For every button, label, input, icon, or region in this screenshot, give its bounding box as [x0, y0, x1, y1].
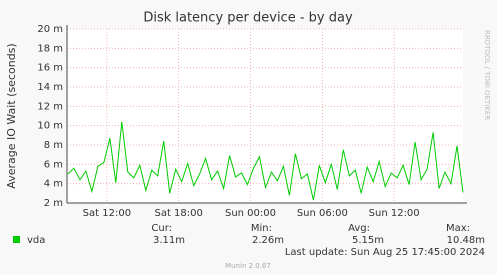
y-tick-label: 10 m — [37, 121, 63, 132]
y-axis-label: Average IO Wait (seconds) — [5, 43, 18, 188]
y-tick-label: 14 m — [37, 82, 63, 93]
legend-value: 3.11m — [153, 235, 185, 246]
y-tick-label: 20 m — [37, 24, 63, 35]
legend-label: vda — [27, 235, 45, 246]
chart-title: Disk latency per device - by day — [143, 11, 353, 26]
y-tick-label: 12 m — [37, 101, 63, 112]
y-tick-label: 2 m — [44, 198, 63, 209]
legend-header: Cur: — [151, 223, 172, 234]
data-line — [67, 121, 464, 201]
y-tick-label: 18 m — [37, 43, 63, 54]
legend-value: 2.26m — [252, 235, 284, 246]
side-text: RRDTOOL / TOBI OETIKER — [483, 30, 491, 120]
x-tick-label: Sat 18:00 — [154, 208, 202, 219]
legend-value: 10.48m — [447, 235, 485, 246]
y-tick-label: 16 m — [37, 63, 63, 74]
legend-header: Avg: — [348, 223, 370, 234]
legend-header: Max: — [446, 223, 470, 234]
x-tick-label: Sat 12:00 — [83, 208, 131, 219]
y-tick-label: 4 m — [44, 179, 63, 190]
legend-swatch — [13, 236, 20, 243]
x-tick-label: Sun 00:00 — [225, 208, 276, 219]
plot-area — [67, 29, 463, 203]
legend-header: Min: — [251, 223, 272, 234]
last-update: Last update: Sun Aug 25 17:45:00 2024 — [285, 247, 485, 258]
y-tick-label: 6 m — [44, 159, 63, 170]
footer: Munin 2.0.67 — [225, 262, 271, 270]
y-tick-label: 8 m — [44, 140, 63, 151]
x-tick-label: Sun 12:00 — [369, 208, 420, 219]
x-tick-label: Sun 06:00 — [297, 208, 348, 219]
legend-value: 5.15m — [352, 235, 384, 246]
